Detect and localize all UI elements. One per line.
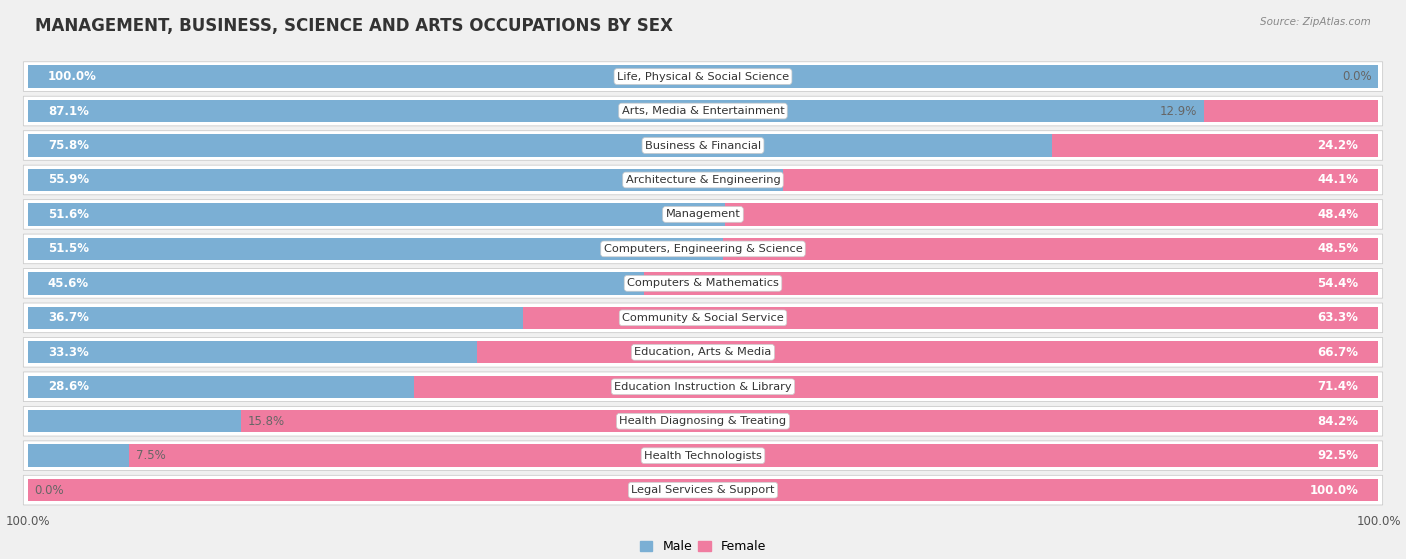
Bar [28, 376, 413, 398]
Text: Computers & Mathematics: Computers & Mathematics [627, 278, 779, 288]
Bar [28, 444, 129, 467]
Legend: Male, Female: Male, Female [636, 536, 770, 558]
Text: 45.6%: 45.6% [48, 277, 89, 290]
Bar [240, 410, 1378, 433]
Bar [723, 238, 1378, 260]
Bar [28, 203, 724, 226]
Text: Architecture & Engineering: Architecture & Engineering [626, 175, 780, 185]
FancyBboxPatch shape [24, 268, 1382, 298]
FancyBboxPatch shape [24, 165, 1382, 195]
Text: 75.8%: 75.8% [48, 139, 89, 152]
Bar [413, 376, 1378, 398]
Bar [129, 444, 1378, 467]
Text: 87.1%: 87.1% [48, 105, 89, 117]
Text: 48.5%: 48.5% [1317, 243, 1358, 255]
FancyBboxPatch shape [24, 200, 1382, 229]
FancyBboxPatch shape [24, 372, 1382, 401]
Bar [724, 203, 1378, 226]
Text: 71.4%: 71.4% [1317, 380, 1358, 394]
Text: Legal Services & Support: Legal Services & Support [631, 485, 775, 495]
Bar [28, 479, 1378, 501]
Text: Arts, Media & Entertainment: Arts, Media & Entertainment [621, 106, 785, 116]
Text: Source: ZipAtlas.com: Source: ZipAtlas.com [1260, 17, 1371, 27]
FancyBboxPatch shape [24, 475, 1382, 505]
Text: Health Diagnosing & Treating: Health Diagnosing & Treating [620, 416, 786, 426]
Text: 24.2%: 24.2% [1317, 139, 1358, 152]
Text: Life, Physical & Social Science: Life, Physical & Social Science [617, 72, 789, 82]
Text: 100.0%: 100.0% [6, 515, 49, 528]
Text: 63.3%: 63.3% [1317, 311, 1358, 324]
FancyBboxPatch shape [24, 338, 1382, 367]
Bar [28, 238, 723, 260]
FancyBboxPatch shape [24, 131, 1382, 160]
Text: 48.4%: 48.4% [1317, 208, 1358, 221]
Text: 33.3%: 33.3% [48, 346, 89, 359]
Text: 51.6%: 51.6% [48, 208, 89, 221]
Text: 44.1%: 44.1% [1317, 173, 1358, 187]
Text: 28.6%: 28.6% [48, 380, 89, 394]
Bar [28, 410, 240, 433]
Text: 84.2%: 84.2% [1317, 415, 1358, 428]
Bar [28, 341, 478, 363]
Text: Community & Social Service: Community & Social Service [621, 313, 785, 323]
FancyBboxPatch shape [24, 406, 1382, 436]
Text: 66.7%: 66.7% [1317, 346, 1358, 359]
Text: 51.5%: 51.5% [48, 243, 89, 255]
Bar [28, 65, 1378, 88]
Text: 0.0%: 0.0% [34, 484, 63, 496]
Bar [28, 169, 783, 191]
Bar [28, 272, 644, 295]
Bar [28, 100, 1204, 122]
Text: 100.0%: 100.0% [48, 70, 97, 83]
Text: Computers, Engineering & Science: Computers, Engineering & Science [603, 244, 803, 254]
Text: Management: Management [665, 210, 741, 220]
Bar [1204, 100, 1378, 122]
FancyBboxPatch shape [24, 441, 1382, 471]
Bar [783, 169, 1378, 191]
Bar [644, 272, 1378, 295]
Bar [28, 134, 1052, 157]
Text: 36.7%: 36.7% [48, 311, 89, 324]
Text: Education, Arts & Media: Education, Arts & Media [634, 347, 772, 357]
Text: 54.4%: 54.4% [1317, 277, 1358, 290]
Text: Health Technologists: Health Technologists [644, 451, 762, 461]
Text: 92.5%: 92.5% [1317, 449, 1358, 462]
Text: 15.8%: 15.8% [247, 415, 285, 428]
Text: 100.0%: 100.0% [1309, 484, 1358, 496]
Text: MANAGEMENT, BUSINESS, SCIENCE AND ARTS OCCUPATIONS BY SEX: MANAGEMENT, BUSINESS, SCIENCE AND ARTS O… [35, 17, 673, 35]
Bar [478, 341, 1378, 363]
Bar [1052, 134, 1378, 157]
Bar [523, 307, 1378, 329]
Text: 0.0%: 0.0% [1343, 70, 1372, 83]
FancyBboxPatch shape [24, 303, 1382, 333]
Text: 55.9%: 55.9% [48, 173, 89, 187]
Text: Education Instruction & Library: Education Instruction & Library [614, 382, 792, 392]
Text: Business & Financial: Business & Financial [645, 140, 761, 150]
Text: 7.5%: 7.5% [135, 449, 166, 462]
Bar [28, 307, 523, 329]
FancyBboxPatch shape [24, 61, 1382, 92]
FancyBboxPatch shape [24, 96, 1382, 126]
FancyBboxPatch shape [24, 234, 1382, 264]
Text: 12.9%: 12.9% [1160, 105, 1198, 117]
Text: 100.0%: 100.0% [1357, 515, 1400, 528]
